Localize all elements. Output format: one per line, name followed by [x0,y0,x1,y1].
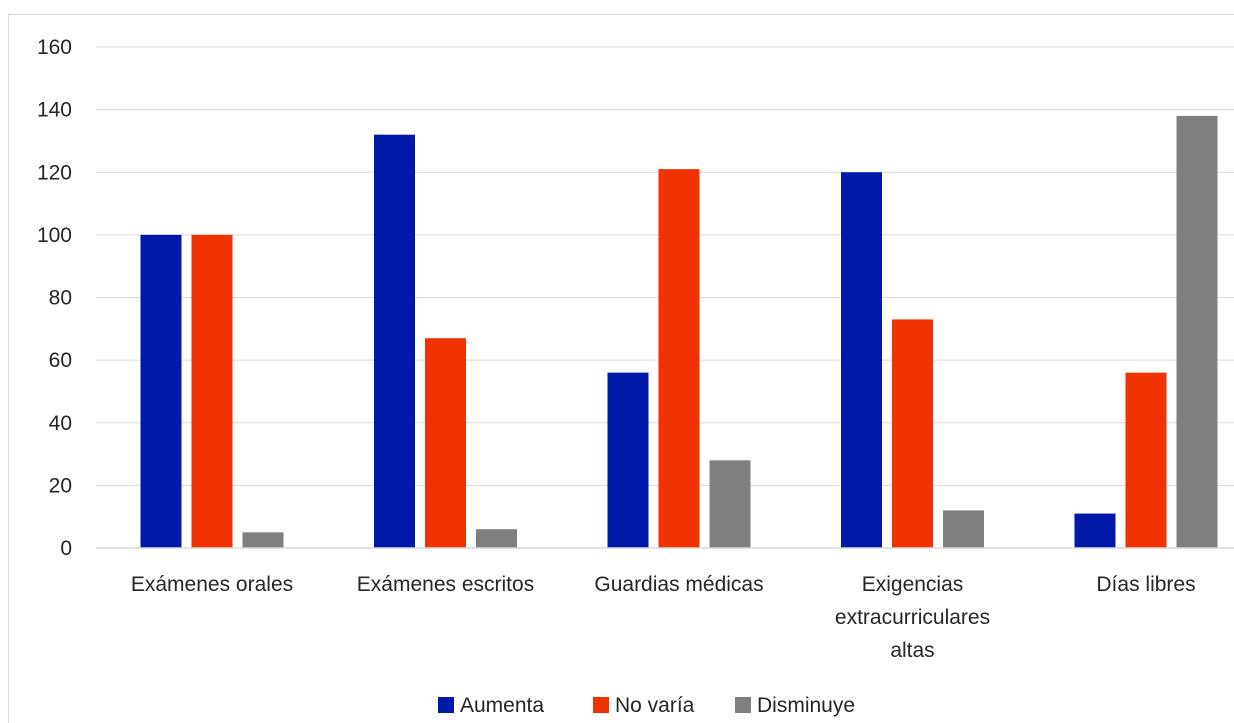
y-tick-label: 140 [37,99,72,122]
x-category-label: extracurriculares [835,606,990,629]
legend: Aumenta No varía Disminuye [438,694,855,717]
bar-disminuye-3 [943,510,984,548]
x-axis-labels: Exámenes orales Exámenes escritos Guardias… [131,573,1196,662]
y-tick-label: 0 [60,537,72,560]
y-tick-label: 20 [49,474,72,497]
legend-swatch [593,697,609,713]
bar-disminuye-0 [242,532,284,548]
x-category-label: Exigencias [862,573,964,596]
legend-label: Disminuye [757,694,855,717]
y-tick-label: 60 [49,349,72,372]
bar-disminuye-1 [476,529,517,548]
bar-no-var-a-0 [191,234,233,548]
y-tick-label: 100 [37,224,72,247]
bar-no-var-a-1 [425,338,466,548]
x-category-label: Exámenes orales [131,573,293,596]
bar-aumenta-4 [1074,513,1116,548]
bar-no-var-a-3 [892,319,933,548]
bar-aumenta-3 [841,172,882,548]
bar-no-var-a-2 [658,169,700,548]
bar-no-var-a-4 [1125,372,1167,548]
bar-disminuye-4 [1176,115,1218,548]
y-tick-label: 40 [49,412,72,435]
x-category-label: Exámenes escritos [357,573,534,596]
bar-aumenta-1 [374,134,415,549]
y-axis-ticks: 0 20 40 60 80 100 120 140 160 [37,36,72,560]
legend-label: Aumenta [460,694,544,717]
y-tick-label: 120 [37,161,72,184]
y-tick-label: 160 [37,36,72,59]
bars [140,115,1218,549]
legend-swatch [735,697,751,713]
x-category-label: altas [890,639,934,662]
bar-aumenta-0 [140,234,182,548]
x-category-label: Guardias médicas [594,573,763,596]
chart-frame [8,14,1234,723]
legend-swatch [438,697,454,713]
bar-aumenta-2 [607,372,649,548]
y-tick-label: 80 [49,287,72,310]
legend-label: No varía [615,694,695,717]
bar-disminuye-2 [709,460,751,548]
x-category-label: Días libres [1096,573,1195,596]
